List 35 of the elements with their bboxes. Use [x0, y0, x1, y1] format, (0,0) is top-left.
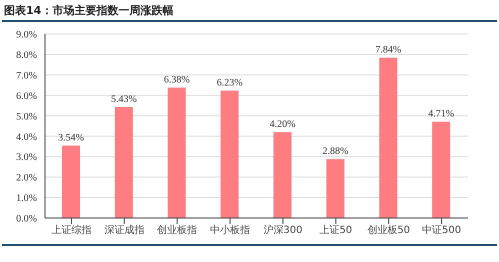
chart-title: 图表14：市场主要指数一周涨跌幅	[4, 3, 174, 18]
data-label: 2.88%	[322, 146, 348, 158]
bar	[379, 58, 398, 218]
bar	[168, 88, 186, 218]
bar	[274, 132, 292, 218]
data-label: 4.20%	[270, 119, 296, 130]
data-label: 7.84%	[375, 44, 402, 56]
bar	[326, 159, 344, 218]
x-tick-label: 上证50	[319, 224, 352, 236]
data-label: 3.54%	[58, 132, 84, 144]
y-tick-label: 9.0%	[16, 30, 37, 41]
x-tick-label: 创业板指	[157, 224, 198, 236]
y-tick-label: 7.0%	[16, 70, 37, 82]
bar	[220, 90, 239, 218]
y-tick-label: 0.0%	[16, 214, 37, 225]
data-label: 5.43%	[110, 94, 137, 105]
y-tick-label: 3.0%	[16, 152, 37, 164]
y-tick-label: 6.0%	[16, 90, 37, 102]
data-label: 6.38%	[164, 74, 190, 86]
x-tick-label: 中小板指	[210, 224, 250, 236]
x-tick-label: 创业板50	[367, 224, 410, 236]
x-tick-label: 中证500	[422, 224, 462, 236]
y-tick-label: 4.0%	[16, 132, 37, 143]
bar	[62, 146, 80, 218]
x-tick-label: 沪深300	[263, 224, 302, 236]
x-tick-label: 深证成指	[104, 224, 144, 236]
x-tick-label: 上证综指	[51, 224, 92, 236]
y-tick-label: 8.0%	[16, 50, 37, 61]
data-label: 4.71%	[428, 108, 454, 120]
y-tick-label: 1.0%	[16, 193, 37, 204]
data-label: 6.23%	[216, 78, 243, 89]
bar	[432, 122, 450, 218]
bar	[114, 106, 133, 218]
y-tick-label: 2.0%	[16, 172, 37, 184]
y-tick-label: 5.0%	[16, 111, 37, 122]
